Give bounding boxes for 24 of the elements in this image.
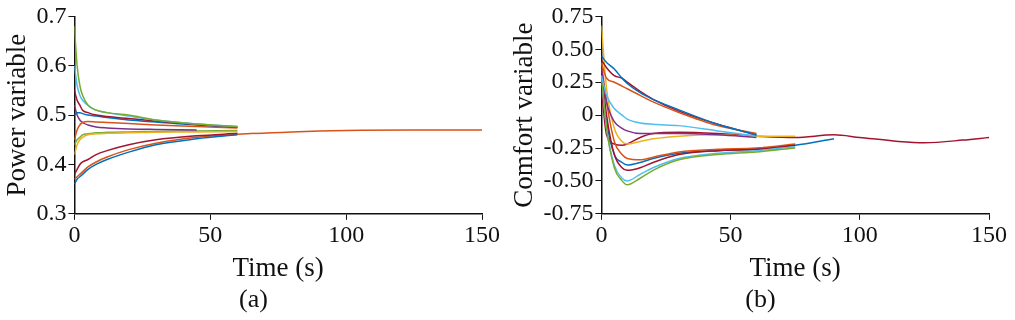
x-tick-label: 50 [198,221,223,248]
y-tick-label: 0.5 [36,100,67,127]
y-tick-label: 0 [581,100,594,127]
text: (a) [238,284,269,314]
y-tick-label: 0.3 [36,199,67,226]
x-tick-label: 150 [464,221,500,248]
y-tick-label: 0.50 [551,34,594,61]
x-axis-title: Time (s) [749,251,841,282]
y-tick-label: 0.7 [36,1,67,28]
y-tick-label: -0.50 [543,166,594,193]
y-tick-label: 0.6 [36,51,67,78]
y-axis-title: Power variable [1,33,32,197]
x-tick-label: 50 [718,221,743,248]
y-tick-label: -0.75 [543,199,594,226]
x-tick-label: 100 [328,221,365,248]
x-tick-label: 100 [841,221,878,248]
y-axis-title: Comfort variable [508,22,539,208]
x-tick-label: 150 [971,221,1007,248]
y-tick-label: 0.75 [551,1,594,28]
text: (b) [744,284,777,314]
x-axis-title: Time (s) [232,251,324,282]
y-tick-label: -0.25 [543,133,594,160]
y-tick-label: 0.25 [551,67,594,94]
y-tick-label: 0.4 [36,149,67,176]
